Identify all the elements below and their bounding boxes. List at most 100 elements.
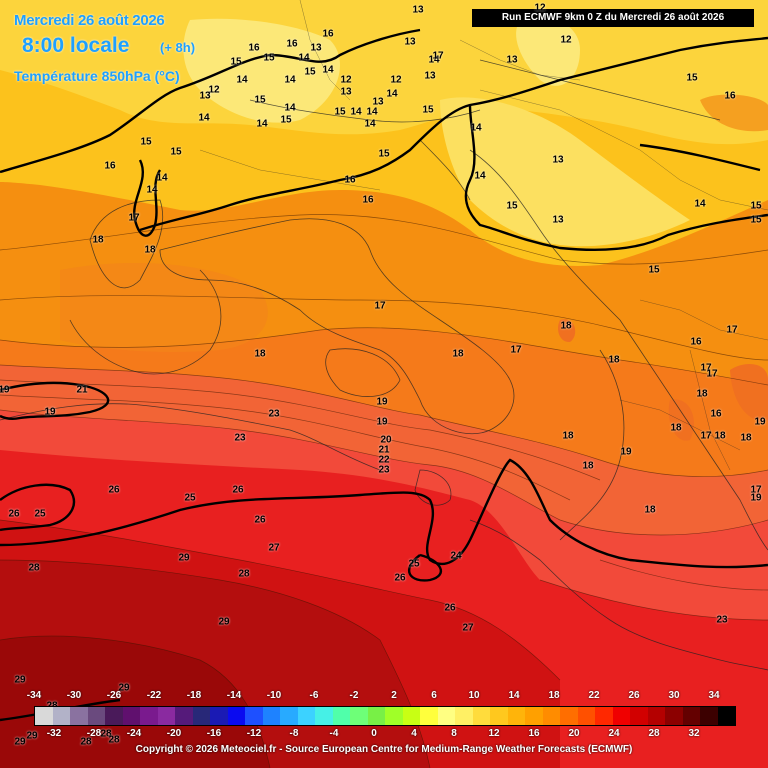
isotherm-value-label: 26 <box>232 484 244 496</box>
isotherm-value-label: 18 <box>452 348 464 360</box>
legend-swatch <box>35 707 53 725</box>
legend-tick-label: 12 <box>488 728 500 739</box>
legend-swatch <box>192 707 210 725</box>
isotherm-value-label: 15 <box>506 200 518 212</box>
legend-tick-label: 18 <box>548 690 560 701</box>
legend-swatch <box>315 707 333 725</box>
isotherm-value-label: 13 <box>412 4 424 16</box>
isotherm-value-label: 16 <box>104 160 116 172</box>
isotherm-value-label: 12 <box>560 34 572 46</box>
isotherm-value-label: 17 <box>706 368 718 380</box>
isotherm-value-label: 13 <box>372 96 384 108</box>
isotherm-value-label: 18 <box>254 348 266 360</box>
isotherm-value-label: 12 <box>340 74 352 86</box>
legend-swatch <box>385 707 403 725</box>
run-info-banner: Run ECMWF 9km 0 Z du Mercredi 26 août 20… <box>472 9 754 27</box>
legend-tick-label: -32 <box>46 728 62 739</box>
isotherm-value-label: 20 <box>380 434 392 446</box>
isotherm-value-label: 16 <box>690 336 702 348</box>
isotherm-value-label: 14 <box>298 52 310 64</box>
legend-tick-label: 20 <box>568 728 580 739</box>
isotherm-value-label: 16 <box>710 408 722 420</box>
isotherm-value-label: 15 <box>334 106 346 118</box>
legend-tick-label: -34 <box>26 690 42 701</box>
isotherm-value-label: 25 <box>408 558 420 570</box>
isotherm-value-label: 23 <box>716 614 728 626</box>
legend-swatch <box>560 707 578 725</box>
legend-swatch <box>70 707 88 725</box>
legend-tick-label: -2 <box>349 690 359 701</box>
isotherm-value-label: 15 <box>686 72 698 84</box>
legend-tick-label: -14 <box>226 690 242 701</box>
legend-tick-label: -22 <box>146 690 162 701</box>
isotherm-value-label: 28 <box>28 562 40 574</box>
isotherm-value-label: 14 <box>428 54 440 66</box>
isotherm-value-label: 29 <box>178 552 190 564</box>
isotherm-value-label: 21 <box>378 444 390 456</box>
legend-tick-label: -16 <box>206 728 222 739</box>
legend-tick-label: 2 <box>391 690 397 701</box>
legend-swatch <box>612 707 630 725</box>
isotherm-value-label: 14 <box>198 112 210 124</box>
isotherm-value-label: 28 <box>80 736 92 748</box>
isotherm-value-label: 26 <box>254 514 266 526</box>
legend-swatch <box>402 707 420 725</box>
isotherm-value-label: 23 <box>268 408 280 420</box>
isotherm-value-label: 14 <box>322 64 334 76</box>
isotherm-value-label: 17 <box>726 324 738 336</box>
isotherm-value-label: 17 <box>432 50 444 62</box>
legend-tick-label: -6 <box>309 690 319 701</box>
isotherm-value-label: 28 <box>108 734 120 746</box>
isotherm-value-label: 14 <box>256 118 268 130</box>
isotherm-value-label: 25 <box>184 492 196 504</box>
isotherm-value-label: 18 <box>144 244 156 256</box>
isotherm-value-label: 12 <box>208 84 220 96</box>
isotherm-value-label: 26 <box>108 484 120 496</box>
legend-tick-label: 16 <box>528 728 540 739</box>
legend-tick-label: -30 <box>66 690 82 701</box>
isotherm-value-label: 18 <box>714 430 726 442</box>
isotherm-value-label: 18 <box>670 422 682 434</box>
legend-swatch <box>682 707 700 725</box>
legend-swatch <box>717 707 735 725</box>
legend-swatch <box>595 707 613 725</box>
isotherm-value-label: 14 <box>284 102 296 114</box>
isotherm-value-label: 19 <box>376 396 388 408</box>
isotherm-value-label: 19 <box>0 384 10 396</box>
isotherm-value-label: 23 <box>378 464 390 476</box>
legend-tick-label: 28 <box>648 728 660 739</box>
isotherm-value-label: 15 <box>750 200 762 212</box>
legend-tick-label: 0 <box>371 728 377 739</box>
isotherm-value-label: 13 <box>199 90 211 102</box>
isotherm-value-label: 16 <box>362 194 374 206</box>
isotherm-value-label: 17 <box>374 300 386 312</box>
isotherm-value-label: 19 <box>44 406 56 418</box>
isotherm-value-label: 26 <box>444 602 456 614</box>
isotherm-value-label: 15 <box>422 104 434 116</box>
legend-tick-label: -8 <box>289 728 299 739</box>
legend-swatch <box>525 707 543 725</box>
isotherm-value-label: 14 <box>364 118 376 130</box>
isotherm-value-label: 16 <box>724 90 736 102</box>
legend-tick-label: 30 <box>668 690 680 701</box>
legend-tick-label: 26 <box>628 690 640 701</box>
legend-tick-label: 32 <box>688 728 700 739</box>
isotherm-value-label: 15 <box>170 146 182 158</box>
legend-swatch <box>87 707 105 725</box>
isotherm-value-label: 23 <box>234 432 246 444</box>
legend-swatch <box>157 707 175 725</box>
isotherm-value-label: 18 <box>740 432 752 444</box>
isotherm-value-label: 19 <box>754 416 766 428</box>
legend-swatch <box>350 707 368 725</box>
isotherm-value-label: 18 <box>560 320 572 332</box>
legend-swatch <box>490 707 508 725</box>
isotherm-value-label: 29 <box>218 616 230 628</box>
isotherm-value-label: 18 <box>644 504 656 516</box>
isotherm-value-label: 13 <box>404 36 416 48</box>
isotherm-value-label: 15 <box>750 214 762 226</box>
legend-swatch <box>630 707 648 725</box>
legend-tick-label: 4 <box>411 728 417 739</box>
legend-color-bar <box>34 706 736 726</box>
isotherm-value-label: 29 <box>26 730 38 742</box>
isotherm-value-label: 18 <box>696 388 708 400</box>
